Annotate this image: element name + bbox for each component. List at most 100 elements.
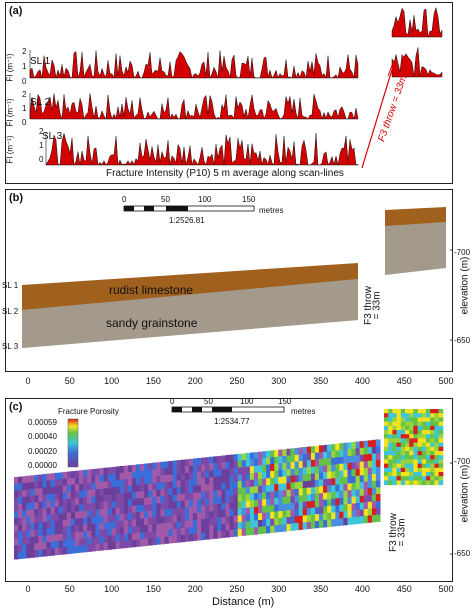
porosity-cell <box>127 526 133 534</box>
porosity-cell <box>241 528 247 536</box>
porosity-cell <box>197 458 202 466</box>
porosity-cell-footwall <box>409 417 414 423</box>
porosity-cell <box>99 468 104 476</box>
porosity-cell <box>144 525 149 533</box>
porosity-cell <box>34 536 39 544</box>
porosity-cell <box>148 538 153 546</box>
porosity-cell <box>99 495 104 503</box>
porosity-cell-footwall <box>409 476 414 481</box>
porosity-cell <box>115 527 121 536</box>
porosity-cell <box>66 533 72 541</box>
porosity-cell <box>270 484 275 492</box>
scale-b-tick-150: 150 <box>242 195 256 204</box>
porosity-cell <box>249 493 255 501</box>
porosity-cell-footwall <box>434 463 440 469</box>
porosity-cell <box>302 508 308 516</box>
porosity-cell <box>26 550 31 559</box>
porosity-cell <box>319 493 324 501</box>
porosity-cell-footwall <box>409 480 414 486</box>
porosity-cell-footwall <box>413 413 419 418</box>
porosity-cell <box>87 517 92 525</box>
porosity-cell <box>270 498 275 506</box>
porosity-cell <box>367 440 373 448</box>
porosity-cell-footwall <box>388 442 393 448</box>
porosity-cell-footwall <box>417 413 423 418</box>
porosity-cell <box>66 505 72 513</box>
porosity-cell-footwall <box>438 476 444 481</box>
porosity-cell <box>184 459 190 467</box>
porosity-cell <box>192 513 198 521</box>
porosity-cell <box>225 516 231 524</box>
porosity-cell <box>164 522 170 531</box>
porosity-cell-footwall <box>400 438 406 444</box>
porosity-cell <box>306 446 312 454</box>
porosity-cell <box>331 498 336 506</box>
footwall-limestone <box>385 207 446 226</box>
rudist-limestone-label: rudist limestone <box>109 283 194 297</box>
porosity-cell <box>217 503 222 511</box>
porosity-cell <box>131 471 137 479</box>
porosity-cell <box>18 497 23 505</box>
porosity-cell <box>298 495 304 503</box>
porosity-cell <box>282 497 287 505</box>
porosity-cell <box>75 470 80 478</box>
porosity-cell <box>253 520 259 528</box>
porosity-cell <box>306 521 312 530</box>
porosity-cell <box>83 510 88 519</box>
porosity-cell <box>30 523 35 531</box>
porosity-cell <box>245 473 251 481</box>
legend-tick-000: 0.00000 <box>28 461 57 470</box>
porosity-cell <box>148 469 153 478</box>
porosity-cell <box>75 532 80 540</box>
porosity-cell <box>351 517 357 525</box>
porosity-cell-footwall <box>392 425 398 431</box>
porosity-cell <box>201 505 206 513</box>
porosity-cell <box>30 530 35 538</box>
porosity-cell <box>319 513 324 521</box>
porosity-cell <box>30 509 35 517</box>
porosity-cell-footwall <box>392 476 398 481</box>
porosity-cell <box>229 502 235 510</box>
porosity-cell <box>233 474 239 482</box>
porosity-cell <box>99 529 104 537</box>
sl1-tick-0: 0 <box>22 77 27 86</box>
porosity-cell <box>107 467 113 475</box>
porosity-cell <box>168 488 174 496</box>
porosity-cell-footwall <box>417 480 423 486</box>
porosity-cell <box>107 501 113 509</box>
porosity-cell <box>258 472 263 480</box>
porosity-cell <box>209 456 214 464</box>
porosity-cell <box>38 501 43 510</box>
porosity-cell <box>79 497 84 505</box>
porosity-cell <box>229 529 235 538</box>
porosity-cell <box>75 511 80 519</box>
porosity-cell <box>75 491 80 499</box>
porosity-cell <box>258 485 263 494</box>
porosity-cell <box>278 470 283 478</box>
porosity-cell <box>253 479 259 487</box>
porosity-cell-footwall <box>413 472 419 477</box>
porosity-cell <box>327 471 332 480</box>
porosity-cell <box>111 487 117 495</box>
porosity-cell <box>229 523 235 531</box>
porosity-cell <box>197 519 202 527</box>
porosity-cell <box>351 469 357 477</box>
porosity-cell <box>201 478 206 486</box>
legend-tick-max: 0.00059 <box>28 418 57 427</box>
porosity-cell <box>180 459 186 467</box>
porosity-cell <box>119 507 125 515</box>
porosity-cell <box>148 510 153 519</box>
porosity-cell <box>306 494 312 502</box>
porosity-cell <box>164 481 170 490</box>
porosity-cell-footwall <box>405 430 410 435</box>
porosity-cell <box>164 468 170 476</box>
porosity-cell <box>323 485 328 494</box>
porosity-cell <box>351 476 357 484</box>
porosity-cell <box>339 463 344 471</box>
porosity-cell <box>172 508 178 516</box>
sl1-tick-2: 2 <box>22 47 27 56</box>
porosity-cell <box>363 468 369 476</box>
porosity-cell <box>249 527 255 535</box>
porosity-cell <box>241 494 247 502</box>
porosity-cell <box>302 481 308 489</box>
